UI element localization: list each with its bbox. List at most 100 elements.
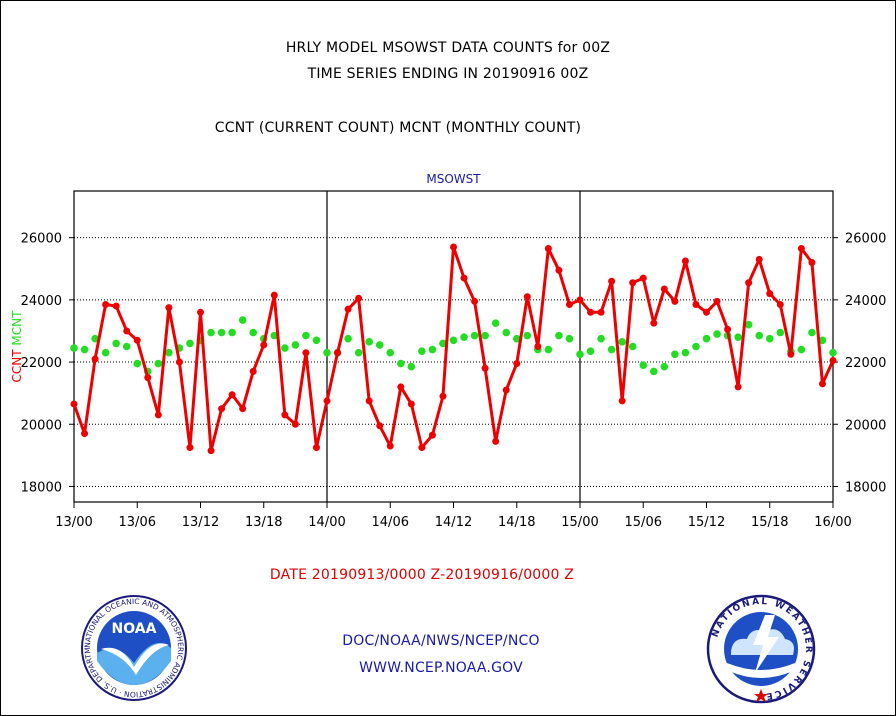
- ccnt-point: [312, 444, 320, 452]
- organization-line: DOC/NOAA/NWS/NCEP/NCO: [342, 633, 540, 649]
- ccnt-point: [776, 301, 784, 309]
- ccnt-point: [376, 422, 384, 430]
- mcnt-point: [755, 331, 764, 340]
- mcnt-point: [660, 362, 669, 371]
- ccnt-point: [260, 341, 268, 349]
- mcnt-point: [512, 334, 521, 343]
- x-tick-label: 13/18: [245, 515, 282, 530]
- x-tick-label: 14/00: [308, 515, 345, 530]
- mcnt-point: [217, 328, 226, 337]
- ccnt-point: [218, 405, 226, 413]
- mcnt-point: [428, 345, 437, 354]
- mcnt-point: [649, 367, 658, 376]
- ccnt-point: [460, 274, 468, 282]
- ccnt-point: [671, 297, 679, 305]
- mcnt-point: [565, 334, 574, 343]
- mcnt-point: [375, 341, 384, 349]
- x-tick-label: 15/06: [625, 515, 662, 530]
- mcnt-point: [586, 347, 595, 355]
- mcnt-point: [523, 331, 532, 340]
- ccnt-point: [386, 442, 394, 450]
- y-axis-label: CCNT MCNT: [10, 310, 24, 383]
- mcnt-point: [692, 342, 700, 351]
- ccnt-point: [249, 367, 257, 375]
- ccnt-point: [608, 277, 616, 285]
- ccnt-point: [197, 308, 204, 316]
- mcnt-point: [70, 344, 78, 352]
- ccnt-point: [639, 274, 647, 282]
- ccnt-point: [397, 383, 405, 391]
- ccnt-point: [713, 297, 721, 305]
- ccnt-point: [492, 437, 500, 445]
- mcnt-point: [681, 348, 690, 357]
- ccnt-point: [81, 430, 89, 438]
- mcnt-point: [312, 336, 321, 345]
- y-tick-label-right: 18000: [845, 480, 886, 495]
- ccnt-point: [154, 411, 162, 419]
- ccnt-point: [418, 444, 426, 452]
- ccnt-point: [239, 405, 247, 413]
- mcnt-point: [302, 331, 310, 340]
- ccnt-point: [165, 304, 173, 312]
- y-label-ccnt: CCNT: [10, 346, 24, 383]
- mcnt-point: [207, 328, 215, 337]
- mcnt-point: [628, 342, 637, 351]
- y-tick-label-right: 26000: [845, 232, 886, 247]
- mcnt-point: [386, 348, 395, 357]
- y-tick-label-left: 24000: [21, 294, 62, 309]
- mcnt-point: [734, 333, 742, 341]
- ccnt-point: [123, 327, 131, 335]
- y-tick-label-right: 24000: [845, 294, 886, 309]
- mcnt-point: [671, 350, 679, 359]
- ccnt-point: [755, 255, 763, 263]
- mcnt-point: [228, 328, 236, 337]
- ccnt-point: [829, 356, 837, 364]
- ccnt-point: [471, 297, 479, 305]
- ccnt-point: [597, 308, 605, 316]
- ccnt-point: [787, 350, 795, 358]
- ccnt-point: [91, 355, 99, 363]
- date-range-label: DATE 20190913/0000 Z-20190916/0000 Z: [269, 567, 575, 583]
- ccnt-point: [660, 285, 668, 293]
- ccnt-point: [734, 383, 742, 391]
- x-tick-label: 14/12: [435, 515, 472, 530]
- mcnt-point: [291, 341, 300, 349]
- ccnt-point: [186, 444, 194, 452]
- ccnt-point: [70, 400, 78, 408]
- mcnt-point: [186, 339, 194, 348]
- ccnt-point: [629, 279, 637, 287]
- mcnt-point: [555, 331, 563, 340]
- mcnt-point: [797, 345, 806, 354]
- mcnt-point: [744, 320, 753, 329]
- ccnt-line: [72, 245, 835, 453]
- mcnt-point: [776, 328, 785, 337]
- ccnt-point: [576, 296, 584, 304]
- website-link[interactable]: WWW.NCEP.NOAA.GOV: [359, 660, 523, 676]
- mcnt-point: [323, 348, 331, 357]
- mcnt-point: [544, 345, 553, 354]
- ccnt-point: [724, 325, 732, 333]
- x-tick-label: 15/12: [688, 515, 725, 530]
- ccnt-point: [481, 364, 489, 372]
- ccnt-point: [133, 336, 141, 344]
- ccnt-point: [144, 374, 152, 382]
- ccnt-point: [302, 349, 310, 357]
- plot-frame: [69, 190, 838, 508]
- mcnt-point: [122, 342, 131, 351]
- mcnt-point: [502, 328, 511, 337]
- y-tick-label-left: 20000: [21, 418, 62, 433]
- ccnt-point: [650, 319, 658, 327]
- chart-subtitle: CCNT (CURRENT COUNT) MCNT (MONTHLY COUNT…: [214, 120, 582, 136]
- ccnt-point: [365, 397, 373, 405]
- mcnt-point: [829, 348, 837, 357]
- data-series: [70, 243, 837, 455]
- ccnt-point: [281, 411, 289, 419]
- mcnt-point: [818, 336, 827, 345]
- ccnt-point: [808, 259, 816, 267]
- ccnt-point: [565, 301, 573, 309]
- mcnt-point: [470, 331, 479, 340]
- mcnt-point: [238, 316, 247, 324]
- x-tick-label: 13/12: [182, 515, 219, 530]
